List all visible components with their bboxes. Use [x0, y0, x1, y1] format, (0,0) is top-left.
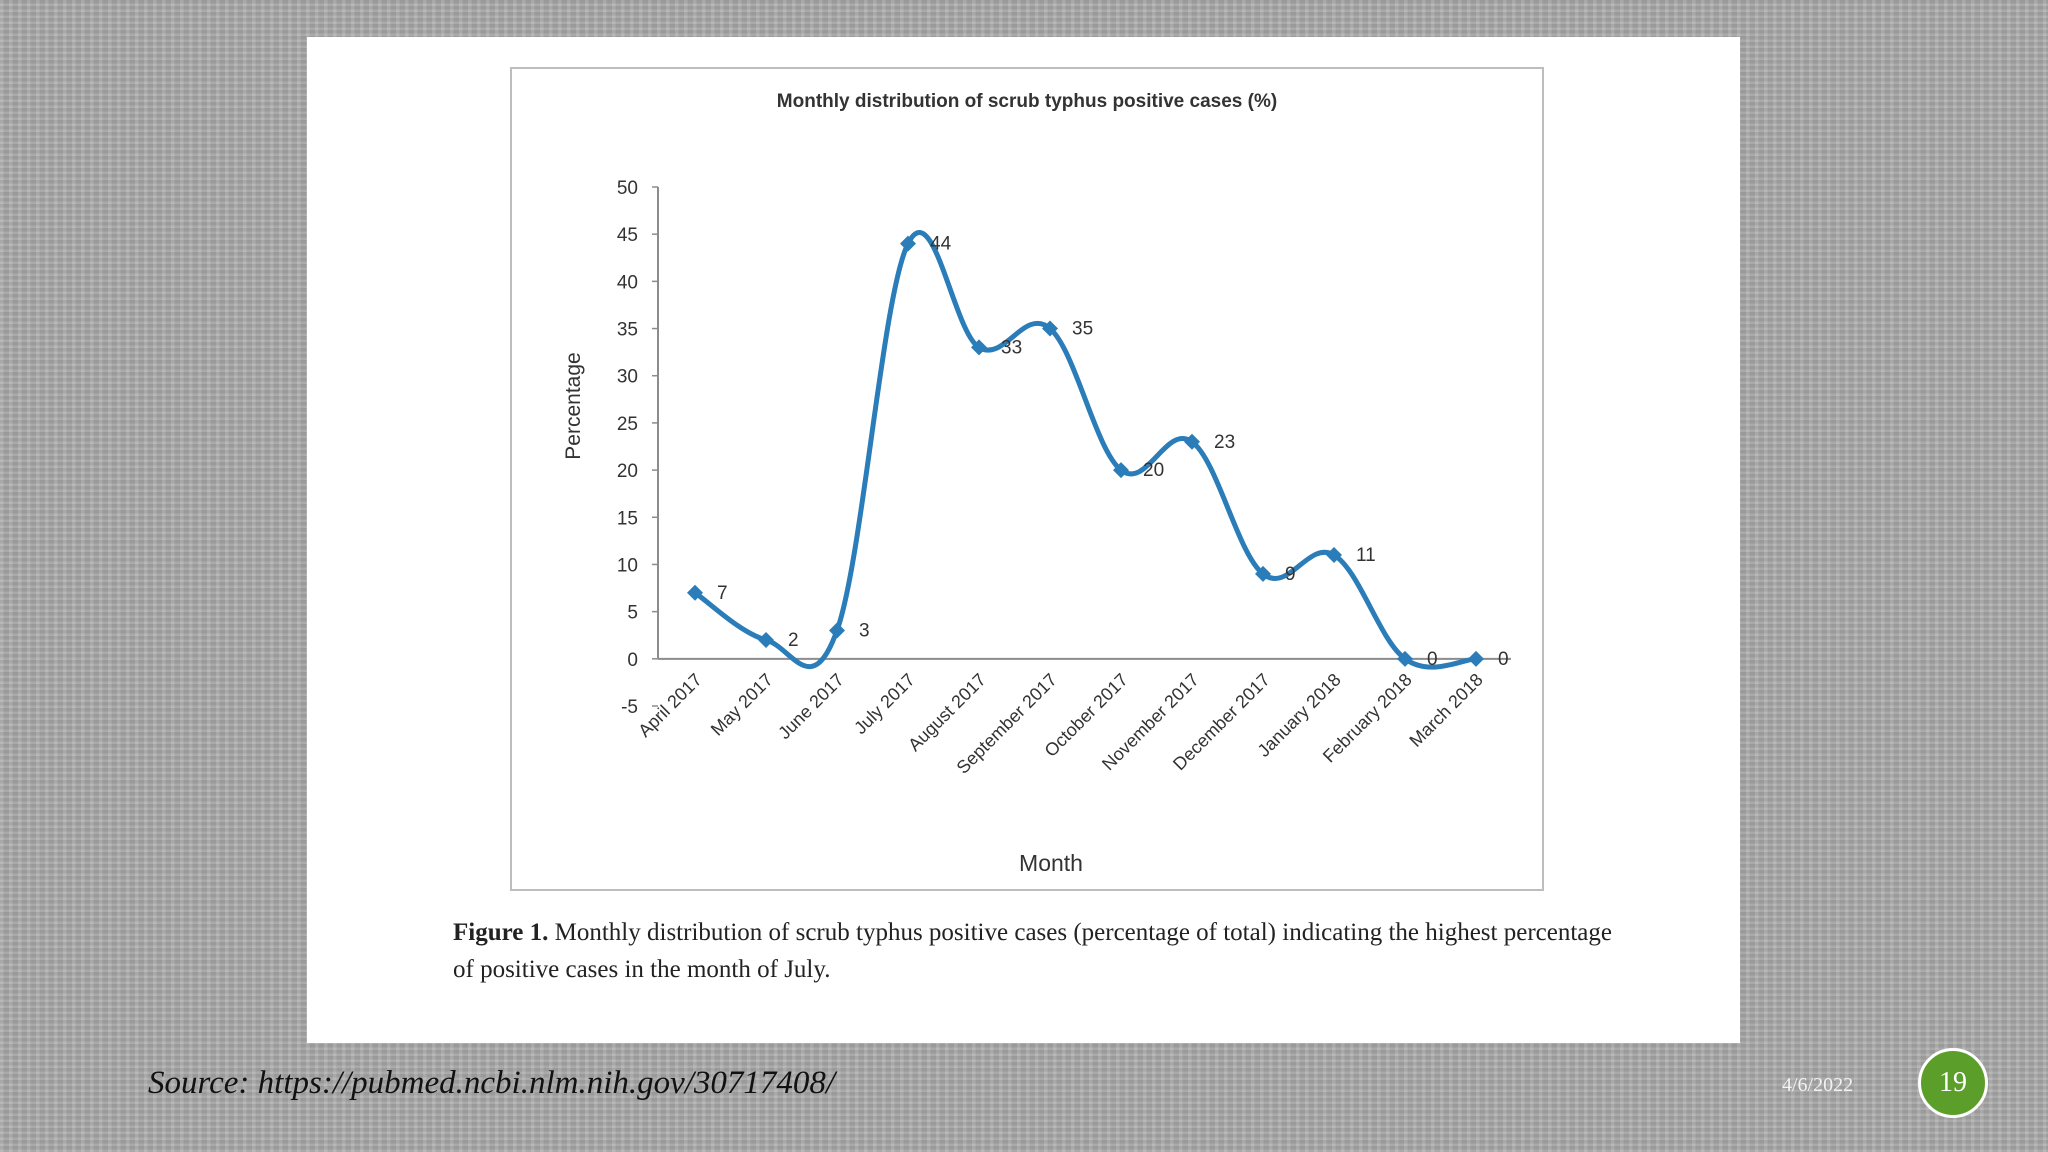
data-label: 3	[859, 621, 870, 642]
data-label: 35	[1072, 319, 1093, 340]
x-tick-label: June 2017	[774, 670, 848, 744]
x-tick-label: July 2017	[850, 670, 919, 739]
data-point-marker	[1397, 650, 1413, 667]
data-label: 0	[1498, 649, 1509, 670]
data-point-marker	[687, 584, 703, 601]
y-tick-label: 25	[617, 414, 638, 435]
data-label: 9	[1285, 564, 1296, 585]
y-tick-label: 45	[617, 225, 638, 246]
figure-label: Figure 1.	[453, 919, 549, 946]
data-label: 2	[788, 630, 799, 651]
y-axis-label: Percentage	[562, 352, 585, 459]
y-tick-label: -5	[621, 697, 638, 718]
figure-caption: Figure 1. Monthly distribution of scrub …	[453, 914, 1613, 988]
data-label: 20	[1143, 460, 1164, 481]
y-tick-label: 50	[617, 178, 638, 199]
slide-content-panel: Monthly distribution of scrub typhus pos…	[307, 37, 1740, 1043]
data-point-marker	[1255, 565, 1271, 582]
y-tick-label: 5	[627, 603, 638, 624]
data-point-marker	[971, 339, 987, 356]
figure-caption-text: Monthly distribution of scrub typhus pos…	[453, 919, 1612, 983]
page-number: 19	[1939, 1067, 1967, 1098]
data-point-marker	[900, 235, 916, 252]
data-label: 11	[1356, 545, 1376, 566]
slide-date: 4/6/2022	[1782, 1074, 1854, 1096]
data-point-marker	[829, 622, 845, 639]
y-tick-label: 0	[627, 650, 638, 671]
source-citation: Source: https://pubmed.ncbi.nlm.nih.gov/…	[148, 1065, 836, 1101]
y-tick-label: 40	[617, 272, 638, 293]
data-label: 33	[1001, 337, 1022, 358]
y-tick-label: 15	[617, 508, 638, 529]
y-tick-label: 35	[617, 320, 638, 341]
data-point-marker	[1468, 650, 1484, 667]
data-label: 0	[1427, 649, 1438, 670]
data-point-marker	[1042, 320, 1058, 337]
x-tick-label: May 2017	[707, 670, 777, 740]
page-number-badge: 19	[1918, 1048, 1988, 1118]
data-label: 44	[930, 234, 952, 255]
chart-title: Monthly distribution of scrub typhus pos…	[777, 91, 1277, 112]
series-line	[693, 230, 1477, 670]
data-label: 7	[717, 583, 728, 604]
data-point-marker	[1184, 433, 1200, 450]
x-tick-label: March 2018	[1405, 670, 1486, 751]
x-tick-label: April 2017	[634, 670, 705, 741]
y-tick-label: 30	[617, 367, 638, 388]
data-label: 23	[1214, 432, 1235, 453]
y-tick-label: 10	[617, 555, 638, 576]
line-chart: Monthly distribution of scrub typhus pos…	[562, 91, 1511, 876]
data-point-marker	[1113, 462, 1129, 479]
data-point-marker	[758, 631, 774, 648]
x-axis-label: Month	[1019, 850, 1083, 876]
chart-frame: Monthly distribution of scrub typhus pos…	[510, 67, 1544, 891]
data-point-marker	[1326, 547, 1342, 564]
y-tick-label: 20	[617, 461, 638, 482]
